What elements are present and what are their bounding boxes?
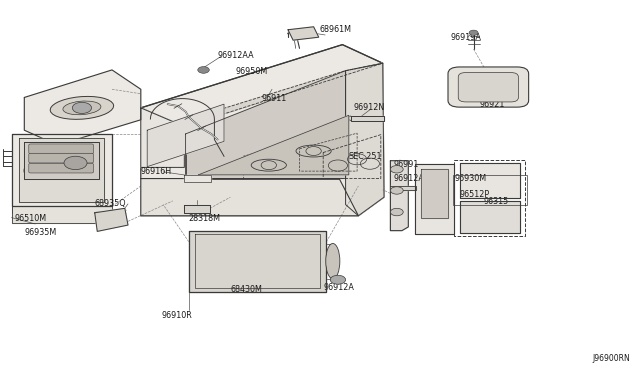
Polygon shape: [141, 179, 358, 216]
Polygon shape: [12, 134, 112, 206]
Circle shape: [64, 156, 87, 170]
Polygon shape: [288, 27, 319, 40]
Text: 68961M: 68961M: [320, 25, 352, 34]
Text: 68935Q: 68935Q: [95, 199, 126, 208]
Polygon shape: [351, 116, 384, 121]
Polygon shape: [184, 175, 211, 182]
Text: 96916H: 96916H: [141, 167, 172, 176]
Polygon shape: [141, 45, 384, 216]
Polygon shape: [147, 63, 383, 132]
Circle shape: [390, 208, 403, 216]
Polygon shape: [390, 186, 416, 190]
Circle shape: [72, 102, 92, 113]
Polygon shape: [95, 208, 128, 231]
Bar: [453, 175, 527, 205]
Text: 96912N: 96912N: [353, 103, 385, 112]
FancyBboxPatch shape: [29, 163, 93, 173]
Text: 96911: 96911: [261, 94, 286, 103]
Polygon shape: [184, 205, 210, 213]
Text: 96912AA: 96912AA: [218, 51, 254, 60]
Polygon shape: [186, 71, 346, 179]
Text: J96900RN: J96900RN: [593, 354, 630, 363]
Polygon shape: [141, 45, 383, 126]
Text: 68430M: 68430M: [230, 285, 262, 294]
Text: 96315: 96315: [483, 197, 508, 206]
Polygon shape: [346, 63, 384, 216]
Polygon shape: [460, 201, 520, 232]
Ellipse shape: [326, 244, 340, 279]
Polygon shape: [147, 104, 224, 167]
Text: 28318M: 28318M: [189, 214, 221, 223]
Polygon shape: [460, 163, 520, 198]
Text: 96512P: 96512P: [460, 190, 490, 199]
Ellipse shape: [50, 96, 114, 119]
Polygon shape: [141, 108, 184, 167]
Text: 96510M: 96510M: [14, 214, 46, 223]
Polygon shape: [421, 169, 448, 218]
Circle shape: [198, 67, 209, 73]
Polygon shape: [19, 138, 104, 202]
Text: 96912A: 96912A: [394, 174, 424, 183]
Text: 96910R: 96910R: [161, 311, 192, 320]
Text: 96935M: 96935M: [24, 228, 56, 237]
Polygon shape: [415, 164, 454, 234]
Text: 68810M: 68810M: [22, 167, 54, 176]
FancyBboxPatch shape: [458, 73, 518, 102]
Circle shape: [390, 166, 403, 173]
Polygon shape: [198, 115, 349, 175]
FancyBboxPatch shape: [29, 144, 93, 154]
Circle shape: [469, 30, 478, 35]
Text: SEC.251: SEC.251: [349, 153, 382, 161]
Ellipse shape: [63, 101, 101, 115]
Text: 96919A: 96919A: [451, 33, 481, 42]
Polygon shape: [24, 142, 99, 179]
Text: 96930M: 96930M: [454, 174, 486, 183]
Text: 96912A: 96912A: [323, 283, 354, 292]
Polygon shape: [390, 161, 408, 231]
Text: 96950M: 96950M: [236, 67, 268, 76]
FancyBboxPatch shape: [29, 153, 93, 163]
Polygon shape: [12, 206, 112, 223]
Polygon shape: [189, 231, 326, 292]
Text: 96921: 96921: [480, 100, 506, 109]
Circle shape: [330, 275, 346, 284]
Circle shape: [390, 187, 403, 194]
Polygon shape: [24, 70, 141, 145]
FancyBboxPatch shape: [448, 67, 529, 107]
Text: 96991: 96991: [394, 160, 419, 169]
